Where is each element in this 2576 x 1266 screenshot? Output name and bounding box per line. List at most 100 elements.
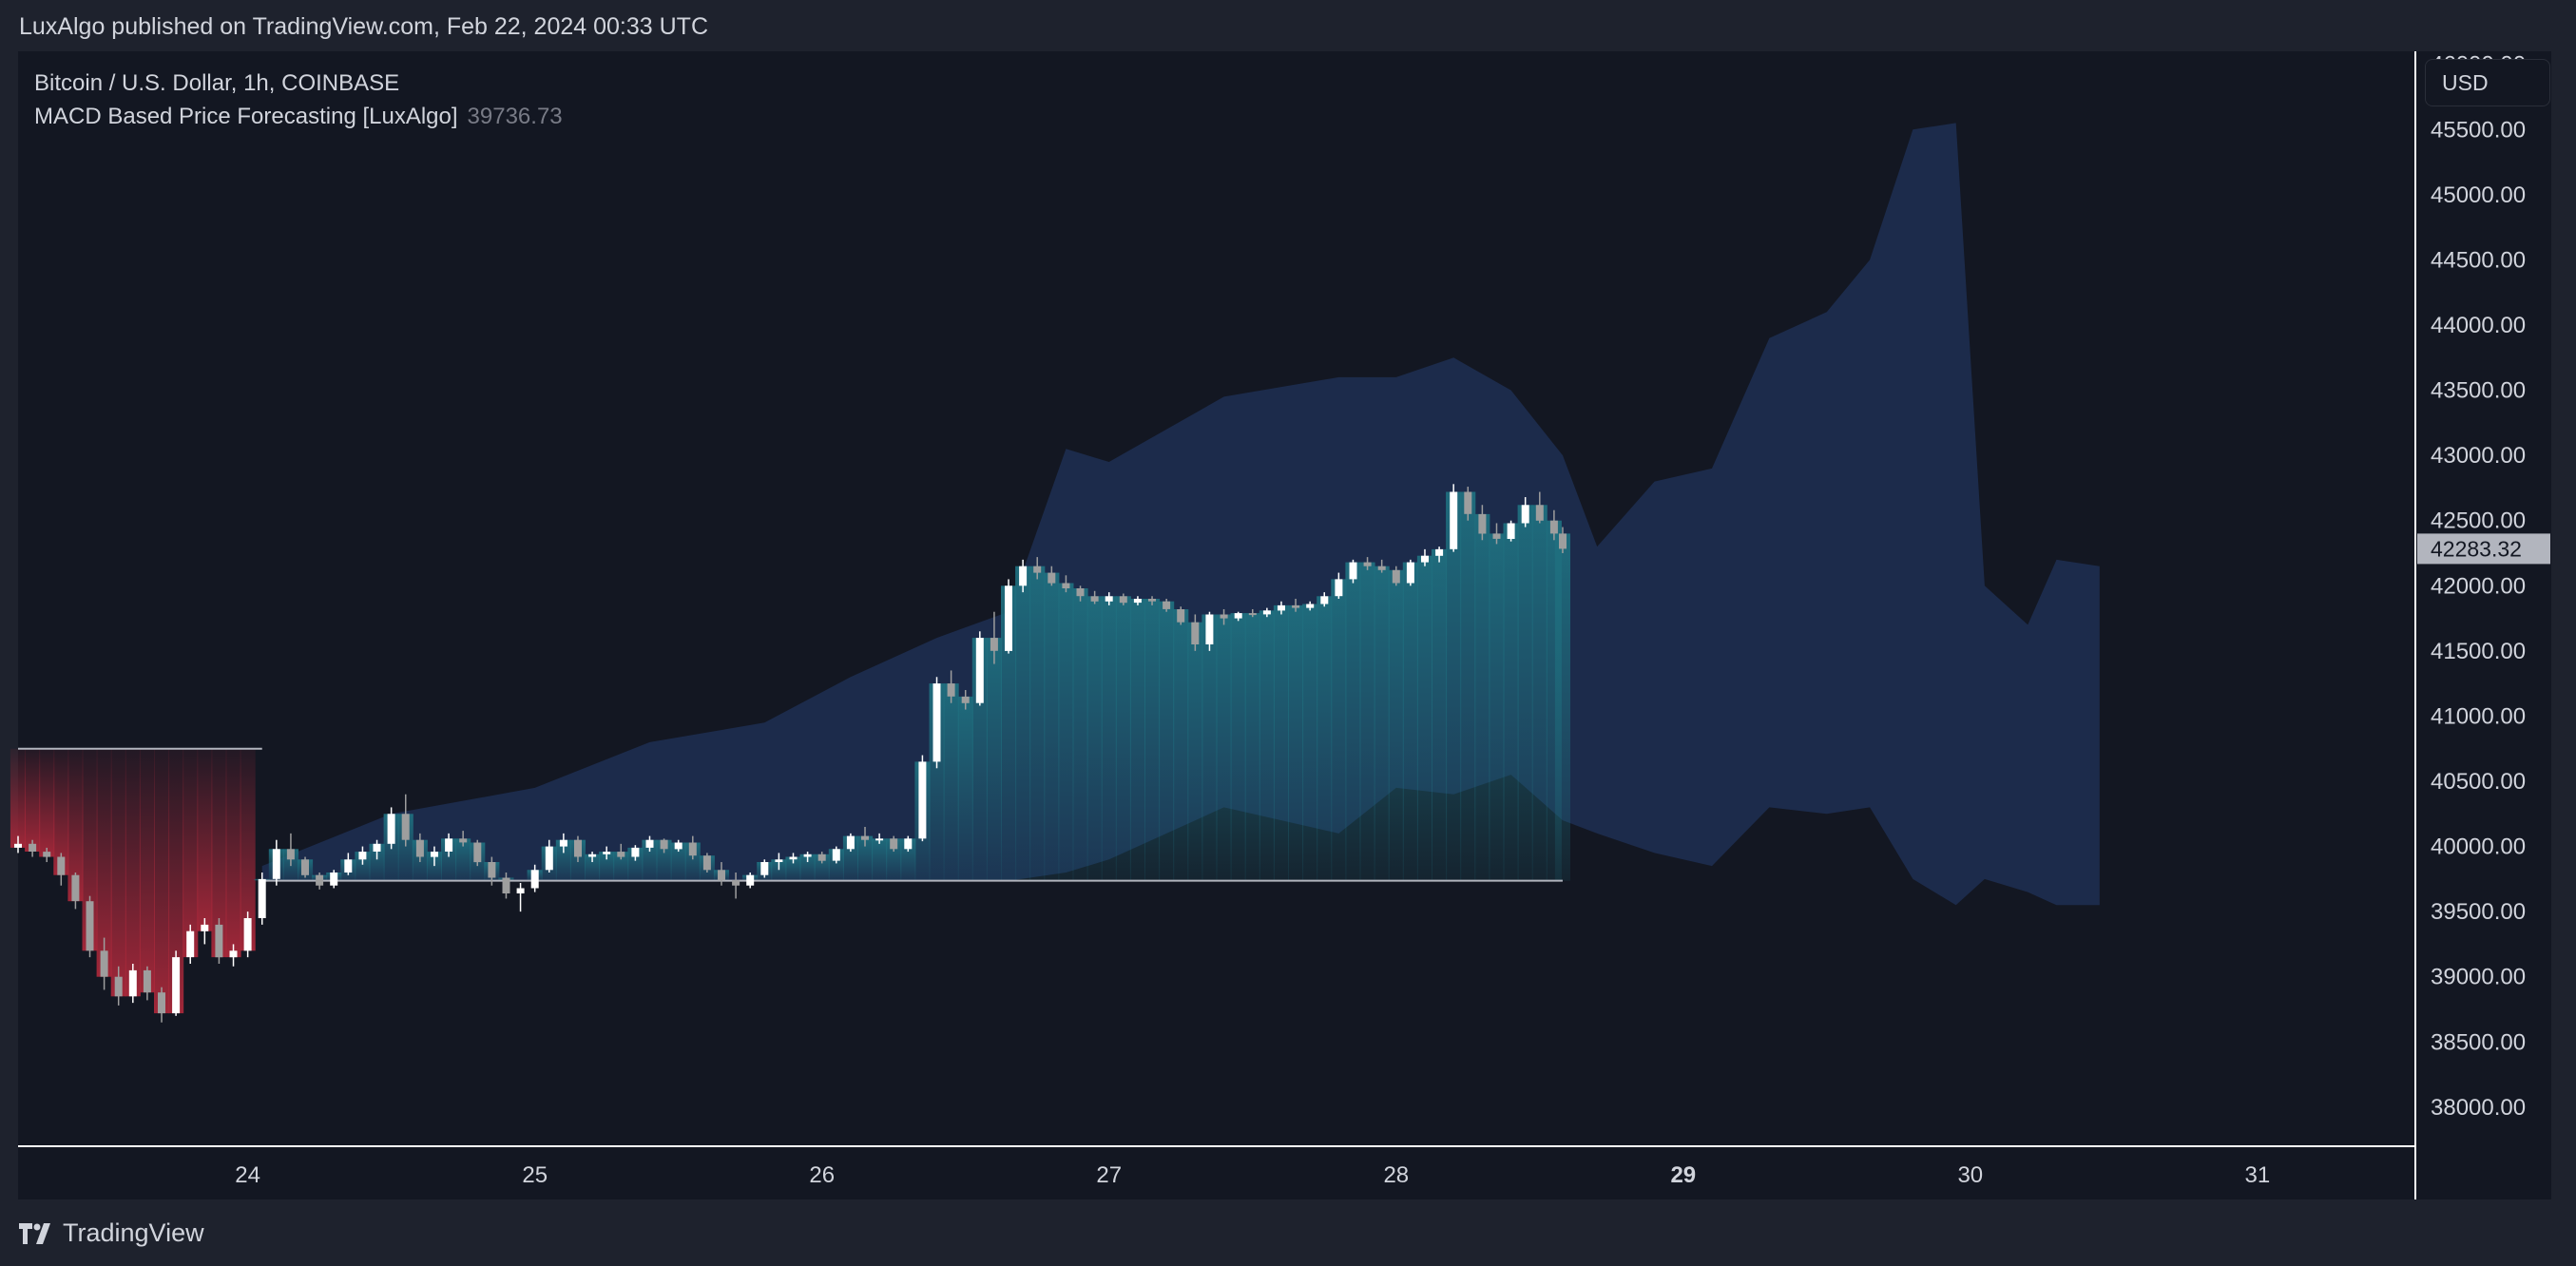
y-tick-label: 39000.00: [2431, 965, 2526, 990]
candle-body: [803, 854, 812, 857]
candle-body: [1559, 533, 1567, 549]
bull-fill-bar: [1273, 604, 1289, 881]
bull-fill-bar: [1101, 596, 1117, 881]
y-tick-label: 40500.00: [2431, 769, 2526, 795]
candle-body: [1163, 601, 1171, 609]
candle-body: [502, 877, 510, 893]
bear-fill-bar: [168, 748, 184, 1014]
bull-fill-bar: [1230, 613, 1246, 881]
candle-body: [688, 842, 697, 856]
publish-info: LuxAlgo published on TradingView.com, Fe…: [19, 13, 708, 40]
candle-body: [588, 854, 597, 857]
currency-button[interactable]: USD: [2425, 59, 2550, 106]
bull-fill-bar: [1416, 555, 1432, 881]
y-tick-label: 41500.00: [2431, 639, 2526, 664]
candle-body: [1478, 513, 1487, 534]
bull-fill-bar: [814, 854, 830, 881]
candle-body: [100, 950, 108, 977]
bear-fill-bar: [197, 748, 213, 931]
candle-body: [330, 873, 338, 886]
bull-fill-bar: [1015, 566, 1031, 881]
bear-fill-bar: [96, 748, 112, 977]
candle-body: [530, 870, 539, 889]
y-tick-label: 45000.00: [2431, 182, 2526, 208]
candle-body: [559, 839, 567, 847]
y-tick-label: 39500.00: [2431, 899, 2526, 925]
bull-fill-bar: [1474, 513, 1490, 881]
candle-body: [545, 846, 553, 871]
tradingview-logo[interactable]: TradingView: [19, 1218, 204, 1248]
candle-body: [1033, 566, 1042, 573]
bull-fill-bar: [1001, 585, 1017, 881]
last-price-label: 42283.32: [2431, 536, 2522, 561]
forecast-band-layer: [261, 123, 2100, 906]
bull-fill-bar: [426, 852, 442, 881]
candle-body: [1392, 569, 1400, 584]
bear-fill-bar: [67, 748, 84, 902]
candle-body: [990, 638, 998, 651]
candle-body: [1262, 610, 1271, 615]
bear-fill-bar: [10, 748, 26, 848]
bull-fill-bar: [1144, 599, 1161, 881]
y-tick-label: 40000.00: [2431, 834, 2526, 860]
bear-fill-bar: [139, 748, 155, 993]
candle-body: [86, 901, 94, 951]
x-tick-label: 24: [235, 1162, 260, 1188]
candle-body: [1133, 599, 1142, 604]
y-tick-label: 38500.00: [2431, 1029, 2526, 1055]
y-axis-ticks: 38000.00 38500.00 39000.00 39500.00 40000.00…: [2431, 52, 2526, 1121]
bull-fill-bar: [1317, 596, 1333, 881]
last-price-marker: 42283.32: [2417, 533, 2550, 565]
candle-body: [702, 855, 711, 871]
bull-fill-bar: [1388, 569, 1404, 881]
candle-body: [975, 638, 984, 703]
candle-body: [1435, 548, 1444, 556]
y-tick-label: 44000.00: [2431, 313, 2526, 338]
bull-fill-bar: [900, 838, 916, 881]
candle-body: [1062, 583, 1070, 588]
bull-fill-bar: [369, 843, 385, 881]
candle-body: [617, 852, 625, 857]
tradingview-brand: TradingView: [63, 1218, 204, 1247]
y-tick-label: 45500.00: [2431, 117, 2526, 143]
bull-fill-bar: [1489, 533, 1505, 881]
candle-body: [29, 843, 37, 852]
bear-fill-bar: [39, 748, 55, 857]
candle-body: [918, 761, 927, 839]
bull-fill-bar: [1058, 583, 1074, 881]
y-tick-label: 43000.00: [2431, 443, 2526, 469]
candle-body: [789, 856, 798, 860]
candle-body: [1535, 505, 1544, 521]
candle-body: [1005, 585, 1012, 651]
candle-body: [301, 859, 309, 875]
x-tick-label: 27: [1096, 1162, 1122, 1188]
candle-body: [1220, 614, 1228, 619]
y-tick-label: 38000.00: [2431, 1095, 2526, 1121]
forecast-band-area: [261, 123, 2100, 906]
bull-fill-bar: [1554, 533, 1570, 881]
bull-fill-bar: [1173, 609, 1189, 881]
candle-body: [645, 839, 654, 848]
bear-fill-bar: [225, 748, 241, 958]
candle-body: [1507, 523, 1515, 539]
candle-body: [158, 992, 165, 1014]
candle-body: [114, 976, 123, 997]
bull-fill-bar: [1288, 604, 1304, 881]
bear-fill-bar: [125, 748, 141, 997]
candle-body: [1119, 596, 1127, 604]
bull-fill-bar: [1201, 614, 1218, 881]
candle-body: [1248, 613, 1257, 616]
candle-body: [1076, 588, 1085, 597]
indicator-row[interactable]: MACD Based Price Forecasting [LuxAlgo] 39…: [34, 100, 563, 133]
bull-fill-bar: [1259, 610, 1275, 881]
bull-fill-bar: [1503, 523, 1519, 881]
candle-body: [186, 930, 195, 958]
bull-fill-bar: [1374, 566, 1390, 881]
bull-fill-bar: [656, 839, 672, 881]
candle-body: [1320, 596, 1329, 604]
candle-body: [445, 838, 453, 852]
candle-body: [516, 888, 525, 893]
bull-fill-bar: [1129, 599, 1145, 881]
candle-body: [316, 874, 324, 886]
